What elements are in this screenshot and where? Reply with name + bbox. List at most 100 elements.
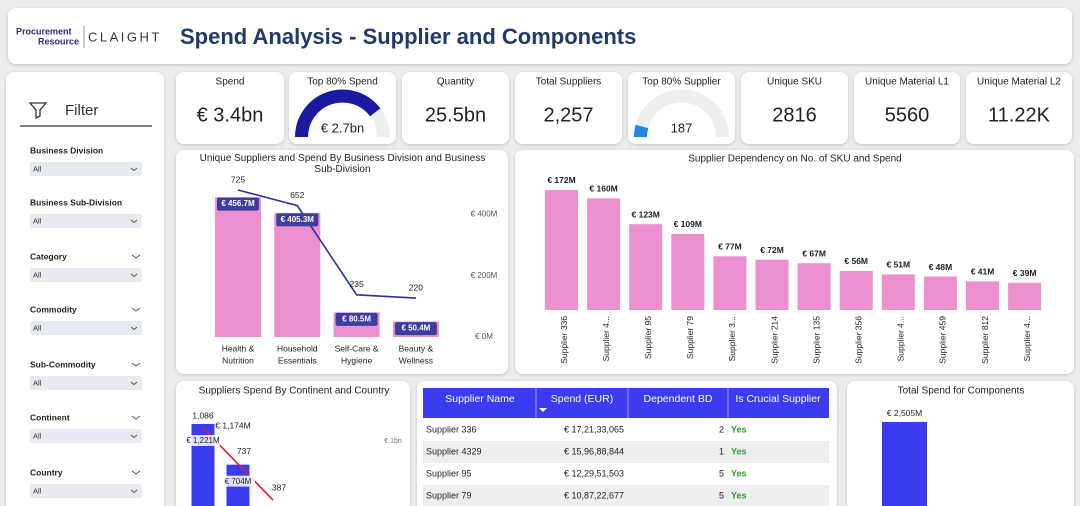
x-tick-label: Supplier 459 [938, 316, 948, 364]
line-label: 725 [231, 174, 245, 184]
dropdown[interactable] [30, 162, 142, 176]
panel [628, 72, 735, 144]
gauge-fill [634, 124, 649, 138]
column-header: Is Crucial Supplier [735, 393, 821, 405]
value-label: € 67M [802, 248, 826, 258]
bar [215, 197, 261, 337]
value-label: € 48M [929, 262, 953, 272]
x-tick-label: Supplier 3... [727, 316, 737, 361]
value-label: € 72M [760, 245, 784, 255]
x-tick-label: Supplier 4... [896, 316, 906, 361]
x-tick-label: Household [277, 343, 318, 353]
kpi-value: 2,257 [543, 104, 593, 126]
dropdown[interactable] [30, 429, 142, 443]
label-box [335, 312, 378, 326]
chart-title: Total Spend for Components [898, 386, 1025, 397]
dropdown[interactable] [30, 321, 142, 335]
page-title: Spend Analysis - Supplier and Components [180, 24, 636, 49]
bar [713, 256, 747, 310]
value-label: € 41M [971, 267, 995, 277]
panel [402, 72, 509, 144]
value-label: € 123M [632, 209, 660, 219]
bar [881, 274, 915, 310]
cell: 5 [719, 468, 724, 478]
kpi-label: Unique Material L1 [865, 77, 949, 88]
line-label: 220 [409, 282, 423, 292]
chevron [131, 415, 141, 420]
cell: Supplier 336 [426, 424, 477, 434]
kpi-value: 187 [671, 120, 693, 135]
y-tick-label: € 400M [471, 210, 498, 219]
filter-label: Sub-Commodity [30, 359, 96, 369]
chart-title: Suppliers Spend By Continent and Country [199, 386, 390, 397]
filter-label: Business Sub-Division [30, 197, 122, 207]
chevron [130, 381, 138, 386]
bar [966, 281, 999, 310]
x-tick-label: Beauty & [399, 343, 434, 353]
column-header: Supplier Name [445, 393, 515, 405]
dropdown[interactable] [30, 268, 142, 282]
kpi-value: € 2.7bn [321, 120, 364, 135]
chevron [131, 307, 141, 312]
panel [847, 381, 1074, 506]
filter-label: Country [30, 467, 63, 477]
row-bg [423, 441, 829, 463]
value-label: € 80.5M [342, 314, 371, 323]
chevron [130, 326, 138, 331]
dropdown-value: All [33, 216, 42, 225]
cell: Yes [731, 490, 747, 500]
panel [176, 72, 284, 144]
kpi-value: 5560 [885, 104, 930, 126]
x-tick-label: Supplier 214 [769, 316, 779, 364]
value-label: € 51M [886, 260, 910, 270]
filter-label: Business Division [30, 145, 103, 155]
line-label: 652 [290, 190, 304, 200]
line-label: 387 [272, 482, 286, 492]
bar [882, 421, 927, 506]
dropdown-value: All [33, 270, 42, 279]
kpi-label: Top 80% Supplier [642, 77, 721, 88]
line-label: 1,086 [192, 410, 214, 420]
cell: 2 [719, 424, 724, 434]
dropdown[interactable] [30, 214, 142, 228]
x-tick-label: Health & [222, 343, 255, 353]
dropdown[interactable] [30, 376, 142, 390]
value-label: € 704M [225, 477, 252, 486]
y-tick-label: € 0M [475, 332, 493, 341]
logo-text: Procurement [16, 26, 72, 36]
label-box [217, 197, 259, 211]
panel [854, 72, 960, 144]
bar [755, 259, 789, 310]
x-tick-label: Supplier 4... [1022, 316, 1032, 361]
filter-title: Filter [65, 102, 98, 119]
kpi-label: Unique Material L2 [977, 77, 1061, 88]
cell: € 15,96,88,844 [564, 446, 624, 456]
table-header [423, 388, 829, 418]
dropdown-value: All [33, 164, 42, 173]
chevron [131, 362, 141, 367]
cell: € 12,29,51,503 [564, 468, 624, 478]
y-tick-label: € 200M [471, 271, 498, 280]
dropdown[interactable] [30, 484, 142, 498]
cell: € 10,87,22,677 [564, 490, 624, 500]
bar [587, 198, 621, 310]
cell: Supplier 95 [426, 468, 472, 478]
column-header: Spend (EUR) [551, 393, 613, 405]
line-label: 235 [350, 279, 364, 289]
cell: Supplier 79 [426, 490, 472, 500]
x-tick-label: Supplier 336 [559, 316, 569, 364]
kpi-label: Quantity [437, 77, 474, 88]
chart-title: Unique Suppliers and Spend By Business D… [199, 153, 486, 175]
panel [289, 72, 396, 144]
x-tick-label: Supplier 79 [685, 316, 695, 359]
filter-icon [28, 102, 48, 120]
line-label: 737 [237, 446, 251, 456]
kpi-value: 2816 [772, 104, 817, 126]
bar [629, 224, 663, 310]
chevron [130, 219, 138, 224]
cell: € 17,21,33,065 [564, 424, 624, 434]
value-label: € 2,505M [887, 408, 922, 418]
chevron [130, 434, 138, 439]
chevron [131, 254, 141, 259]
row-bg [423, 485, 829, 506]
